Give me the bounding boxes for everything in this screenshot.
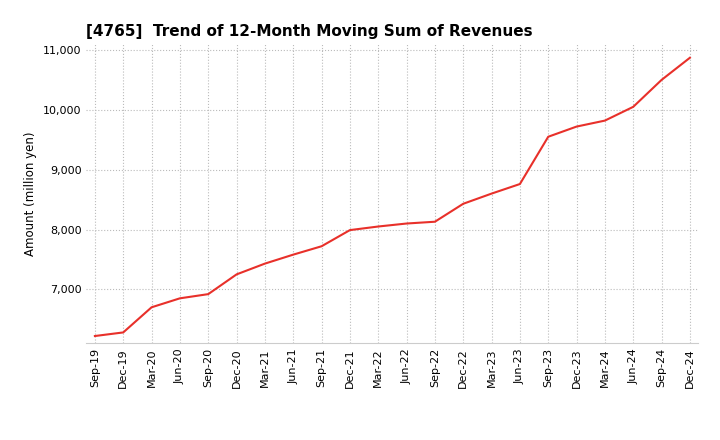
Text: [4765]  Trend of 12-Month Moving Sum of Revenues: [4765] Trend of 12-Month Moving Sum of R… (86, 24, 533, 39)
Y-axis label: Amount (million yen): Amount (million yen) (24, 132, 37, 256)
